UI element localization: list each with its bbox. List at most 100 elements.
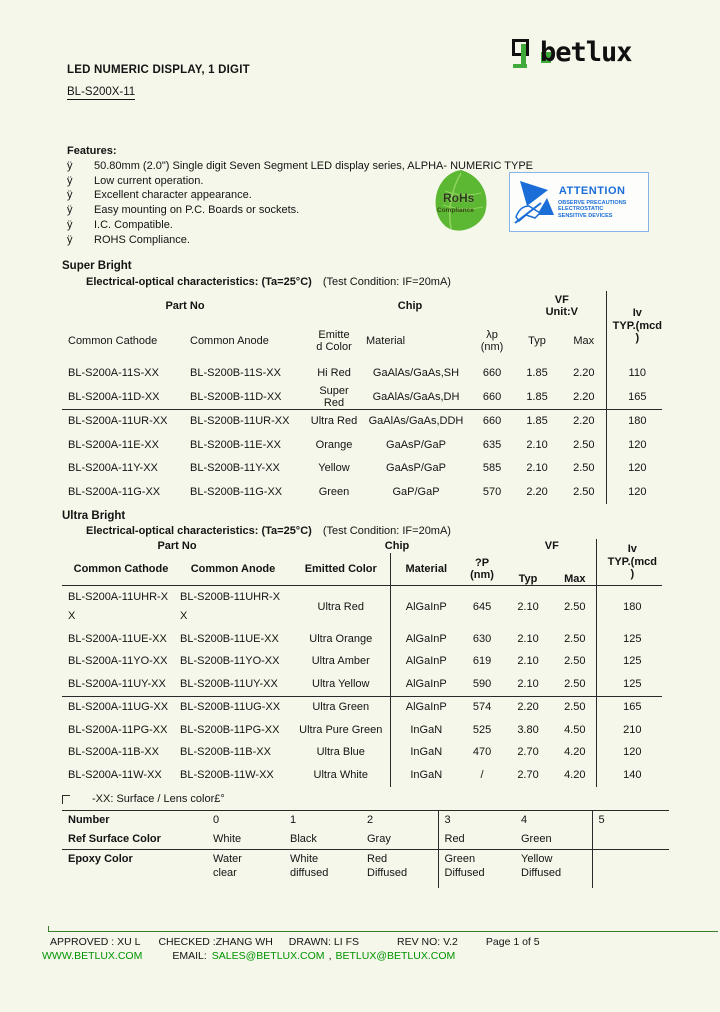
table-cell: InGaN bbox=[410, 723, 443, 736]
table-cell: AlGaInP bbox=[405, 600, 447, 613]
table-cell: BL-S200A-11Y-XX bbox=[68, 462, 158, 475]
table-cell: BL-S200B-11UR-XX bbox=[190, 415, 290, 428]
table-cell: 574 bbox=[472, 701, 492, 714]
nm-label: (nm) bbox=[470, 569, 494, 581]
feature-item: ÿ Excellent character appearance. bbox=[67, 188, 533, 203]
table-cell: BL-S200A-11W-XX bbox=[68, 768, 162, 781]
bullet-glyph: ÿ bbox=[67, 233, 73, 246]
table-cell: GaAlAs/GaAs,DH bbox=[360, 384, 466, 410]
super-bright-table-body: BL-S200A-11S-XX BL-S200B-11S-XX Hi Red GaAl… bbox=[62, 361, 663, 504]
super-bright-heading: Super Bright bbox=[62, 260, 132, 272]
feature-item: ÿ 50.80mm (2.0") Single digit Seven Segme… bbox=[67, 159, 533, 174]
bullet-glyph: ÿ bbox=[67, 189, 73, 202]
table-cell: 180 bbox=[595, 585, 663, 628]
table-cell: 210 bbox=[595, 719, 663, 742]
attention-badge: ATTENTION OBSERVE PRECAUTIONS ELECTROSTA… bbox=[509, 172, 649, 232]
betlux-logo-icon bbox=[512, 39, 538, 71]
rohs-badge: RoHs Compliance bbox=[431, 169, 493, 235]
table-cell: 3 bbox=[437, 810, 515, 830]
table-cell: BL-S200B-11S-XX bbox=[190, 366, 281, 379]
feature-item: ÿ Easy mounting on P.C. Boards or sockets… bbox=[67, 203, 533, 218]
table-row: Ref Surface Color White Black Gray Red Green bbox=[62, 830, 669, 850]
table-cell: 125 bbox=[595, 628, 663, 651]
table-cell: BL-S200B-11UG-XX bbox=[180, 701, 281, 714]
attention-text: ATTENTION OBSERVE PRECAUTIONS ELECTROSTA… bbox=[558, 185, 626, 220]
iv-unit-label: TYP.(mcd bbox=[607, 555, 657, 568]
attention-line: SENSITIVE DEVICES bbox=[558, 212, 613, 219]
vf-label: VF bbox=[544, 539, 559, 552]
page-indicator: Page 1 of 5 bbox=[485, 936, 540, 948]
table-row: BL-S200A-11D-XX BL-S200B-11D-XX Super Red G… bbox=[62, 384, 663, 410]
footer-approval-line: APPROVED : XU L CHECKED :ZHANG WH DRAWN:… bbox=[50, 936, 540, 948]
table-cell: 165 bbox=[595, 696, 663, 719]
header-max: Max bbox=[573, 335, 595, 347]
header-chip: Chip bbox=[384, 540, 410, 552]
lambda-label: λp bbox=[486, 328, 498, 341]
table-cell: 645 bbox=[472, 600, 492, 613]
table-cell: BL-S200A-11D-XX bbox=[62, 384, 184, 410]
table-cell: Black bbox=[284, 830, 361, 850]
bullet-glyph: ÿ bbox=[67, 218, 73, 231]
table-cell: 110 bbox=[605, 361, 663, 385]
table-cell: 2.50 bbox=[564, 600, 586, 613]
table-cell: 0 bbox=[213, 814, 220, 826]
lambda-label: ?P bbox=[474, 556, 490, 569]
table-cell: 180 bbox=[605, 409, 663, 433]
table-cell: Ultra Red bbox=[286, 585, 391, 628]
table-cell: 140 bbox=[595, 764, 663, 787]
table-cell: GaAsP/GaP bbox=[386, 462, 446, 475]
table-cell: BL-S200A-11UY-XX bbox=[62, 673, 174, 697]
header-material: Material bbox=[390, 553, 456, 586]
table-cell: Epoxy Color bbox=[68, 853, 133, 865]
betlux-email-link[interactable]: BETLUX@BETLUX.COM bbox=[335, 950, 456, 962]
header-common-cathode: Common Cathode bbox=[62, 553, 174, 586]
header-vf: VF bbox=[502, 539, 596, 553]
vf-unit-label: Unit:V bbox=[545, 306, 578, 318]
table-cell: Ultra White bbox=[286, 764, 391, 787]
sales-email-link[interactable]: SALES@BETLUX.COM bbox=[211, 950, 325, 962]
table-cell: 570 bbox=[482, 485, 502, 498]
drawn-by: DRAWN: LI FS bbox=[288, 936, 359, 948]
table-cell: Gray bbox=[361, 830, 438, 850]
header-iv: Iv TYP.(mcd ) bbox=[595, 539, 663, 586]
table-cell: White bbox=[207, 830, 284, 850]
page-title: LED NUMERIC DISPLAY, 1 DIGIT bbox=[67, 64, 250, 76]
table-cell: BL-S200B-11G-XX bbox=[190, 485, 283, 498]
table-cell: 2.20 bbox=[526, 485, 548, 498]
website-link[interactable]: WWW.BETLUX.COM bbox=[42, 950, 143, 962]
ultra-bright-heading: Ultra Bright bbox=[62, 510, 126, 522]
table-row: BL-S200A-11G-XX BL-S200B-11G-XX Green GaP/G… bbox=[62, 480, 663, 504]
bullet-glyph: ÿ bbox=[67, 204, 73, 217]
header-part-no: Part No bbox=[157, 540, 197, 552]
characteristics-label: Electrical-optical characteristics: (Ta=… bbox=[86, 276, 312, 288]
test-condition-label: (Test Condition: IF=20mA) bbox=[322, 276, 451, 288]
table-cell: Super Red bbox=[302, 384, 360, 410]
table-cell: 1.85 bbox=[526, 366, 548, 379]
header-vf: VF Unit:V bbox=[512, 291, 606, 321]
table-cell: BL-S200B-11PG-XX bbox=[180, 723, 280, 736]
table-cell: Orange bbox=[315, 438, 353, 451]
table-cell: 120 bbox=[605, 480, 663, 504]
table-cell: BL-S200A-11G-XX bbox=[68, 485, 161, 498]
table-cell: 2.50 bbox=[564, 701, 586, 714]
box-glyph bbox=[62, 794, 70, 804]
table-row: BL-S200A-11PG-XX BL-S200B-11PG-XX Ultra Pu… bbox=[62, 719, 663, 742]
table-cell: BL-S200A-11PG-XX bbox=[68, 723, 168, 736]
header-iv: Iv TYP.(mcd ) bbox=[605, 291, 663, 361]
table-cell: BL-S200B-11D-XX bbox=[184, 384, 302, 410]
logo-base-shape bbox=[513, 64, 527, 68]
table-row: BL-S200A-11Y-XX BL-S200B-11Y-XX Yellow GaAs… bbox=[62, 456, 663, 480]
emitted-line2: d Color bbox=[316, 341, 352, 353]
rohs-leaf-icon bbox=[435, 170, 487, 231]
table-cell: Red Diffused bbox=[367, 853, 408, 879]
feature-item: ÿ I.C. Compatible. bbox=[67, 218, 533, 233]
table-cell: 120 bbox=[605, 456, 663, 480]
part-number: BL-S200X-11 bbox=[67, 86, 136, 100]
table-cell: Ultra Amber bbox=[286, 650, 391, 673]
rev-no: REV NO: V.2 bbox=[397, 936, 458, 948]
bullet-glyph: ÿ bbox=[67, 174, 73, 187]
table-cell: 2.70 bbox=[517, 768, 539, 781]
table-cell: Number bbox=[68, 814, 110, 826]
table-row: BL-S200A-11UHR-XX BL-S200B-11UHR-XX Ultra … bbox=[62, 585, 663, 628]
